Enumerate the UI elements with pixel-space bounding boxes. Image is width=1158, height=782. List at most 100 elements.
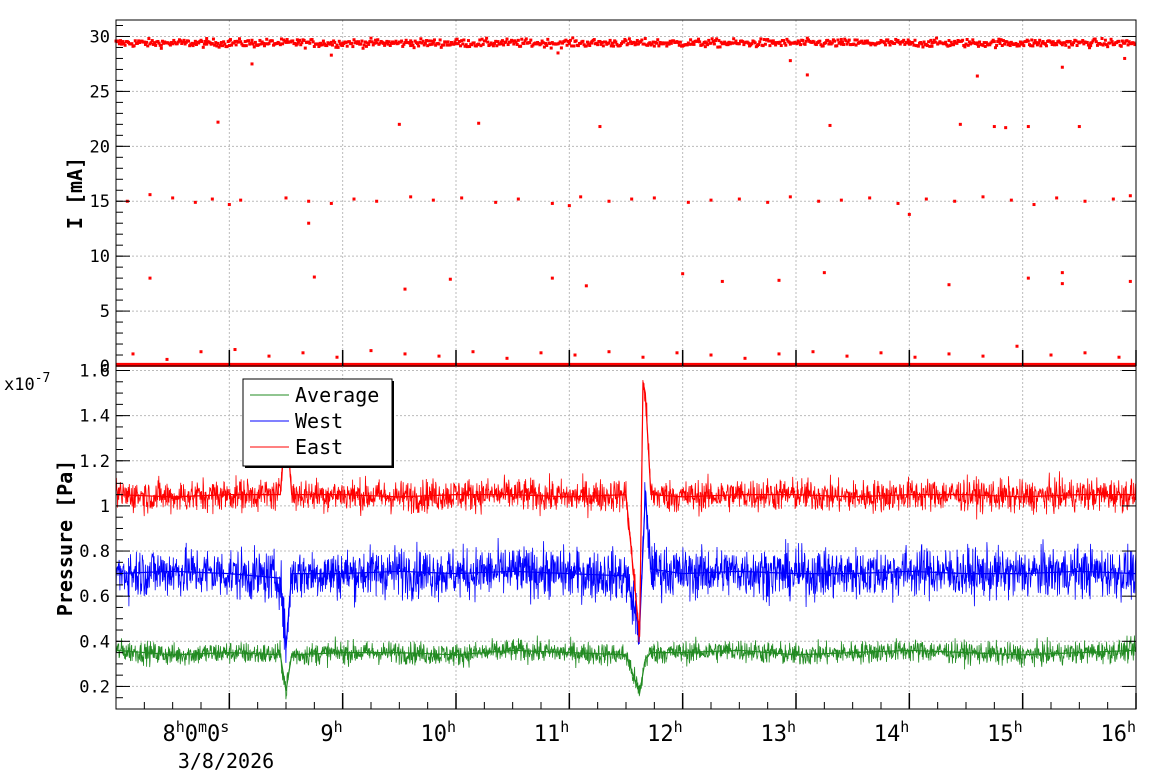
current-point bbox=[718, 45, 722, 49]
current-point bbox=[677, 43, 681, 47]
current-point bbox=[932, 38, 936, 42]
current-point bbox=[494, 200, 498, 204]
current-point bbox=[695, 39, 699, 43]
current-point bbox=[704, 41, 708, 45]
current-point bbox=[902, 38, 906, 42]
current-point bbox=[916, 44, 920, 48]
current-point bbox=[1105, 43, 1109, 47]
current-point bbox=[1038, 38, 1042, 42]
current-point bbox=[710, 37, 714, 41]
current-point bbox=[864, 41, 868, 45]
current-point bbox=[964, 42, 968, 46]
current-point bbox=[516, 197, 520, 201]
current-point bbox=[827, 42, 831, 46]
current-point bbox=[201, 45, 205, 49]
current-point bbox=[481, 42, 485, 46]
current-point bbox=[635, 38, 639, 42]
current-point bbox=[351, 45, 355, 49]
current-point bbox=[707, 38, 711, 42]
current-point bbox=[887, 40, 891, 44]
current-point bbox=[839, 37, 843, 41]
current-point bbox=[1120, 39, 1124, 43]
time-x-axis: 8h0m0s 9h 10h 11h 12h 13h 14h 15h 16h bbox=[115, 693, 1137, 747]
current-point bbox=[1085, 40, 1089, 44]
current-point bbox=[622, 40, 626, 44]
current-point bbox=[566, 39, 570, 43]
current-point bbox=[607, 199, 611, 203]
current-point bbox=[614, 40, 618, 44]
current-point bbox=[116, 39, 120, 43]
current-point bbox=[667, 42, 671, 46]
current-point bbox=[1094, 40, 1098, 44]
current-point bbox=[369, 36, 373, 40]
current-point bbox=[655, 41, 659, 45]
current-point bbox=[495, 44, 499, 48]
current-point bbox=[697, 37, 701, 41]
current-point bbox=[194, 43, 198, 47]
current-point bbox=[993, 46, 997, 50]
current-point bbox=[1050, 42, 1054, 46]
current-point bbox=[512, 42, 516, 46]
current-point bbox=[1026, 276, 1030, 280]
current-point bbox=[1008, 44, 1012, 48]
current-point bbox=[767, 39, 771, 43]
current-point bbox=[479, 44, 483, 48]
current-point bbox=[1083, 199, 1087, 203]
current-point bbox=[457, 40, 461, 44]
current-point bbox=[1030, 38, 1034, 42]
current-point bbox=[1031, 44, 1035, 48]
current-point bbox=[191, 44, 195, 48]
current-point bbox=[539, 42, 543, 46]
current-point bbox=[242, 44, 246, 48]
current-point bbox=[175, 42, 179, 46]
current-point bbox=[855, 38, 859, 42]
current-point bbox=[502, 43, 506, 47]
time-x-tick-label: 14h bbox=[874, 718, 910, 747]
current-point bbox=[549, 46, 553, 50]
pressure-y-tick-label: 0.2 bbox=[79, 677, 110, 697]
current-point bbox=[712, 42, 716, 46]
current-point bbox=[508, 40, 512, 44]
current-point bbox=[421, 39, 425, 43]
current-point bbox=[465, 45, 469, 49]
current-point bbox=[330, 43, 334, 47]
current-point bbox=[384, 41, 388, 45]
current-point bbox=[228, 38, 232, 42]
legend-box bbox=[242, 378, 393, 467]
current-point bbox=[1001, 39, 1005, 43]
current-point bbox=[709, 353, 713, 357]
current-point bbox=[640, 38, 644, 42]
current-point bbox=[1103, 38, 1107, 42]
current-point bbox=[567, 204, 571, 208]
current-point bbox=[258, 38, 262, 42]
current-point bbox=[466, 39, 470, 43]
current-point bbox=[431, 198, 435, 202]
current-point bbox=[1049, 353, 1053, 357]
current-point bbox=[888, 43, 892, 47]
current-point bbox=[656, 38, 660, 42]
current-point bbox=[822, 271, 826, 275]
current-point bbox=[158, 43, 162, 47]
current-point bbox=[117, 42, 121, 46]
current-point bbox=[310, 38, 314, 42]
current-point bbox=[360, 39, 364, 43]
current-point bbox=[998, 41, 1002, 45]
current-point bbox=[311, 40, 315, 44]
current-point bbox=[250, 62, 254, 66]
legend-shadow bbox=[392, 381, 394, 468]
current-point bbox=[669, 41, 673, 45]
current-point bbox=[372, 41, 376, 45]
current-point bbox=[869, 43, 873, 47]
current-point bbox=[854, 43, 858, 47]
current-point bbox=[165, 357, 169, 361]
current-point bbox=[805, 73, 809, 77]
current-point bbox=[1112, 42, 1116, 46]
current-point bbox=[967, 40, 971, 44]
current-point bbox=[963, 45, 967, 49]
current-point bbox=[619, 42, 623, 46]
current-point bbox=[432, 38, 436, 42]
current-point bbox=[145, 40, 149, 44]
current-point bbox=[296, 40, 300, 44]
current-point bbox=[251, 42, 255, 46]
